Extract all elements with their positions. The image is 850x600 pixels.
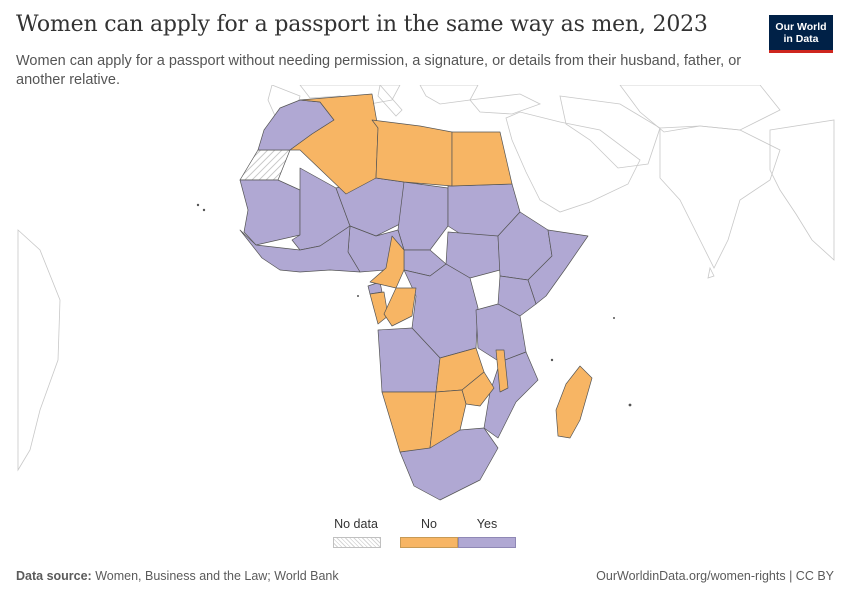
mauritius-island bbox=[628, 403, 632, 407]
balkans-outline bbox=[419, 85, 479, 105]
sao-tome-island bbox=[357, 295, 359, 297]
mozambique bbox=[483, 351, 539, 439]
data-source-text[interactable]: Women, Business and the Law; World Bank bbox=[95, 569, 339, 583]
logo-line-1: Our World bbox=[775, 20, 827, 33]
central-asia-outline bbox=[619, 85, 781, 133]
chart-title: Women can apply for a passport in the sa… bbox=[16, 12, 708, 37]
data-source: Data source: Women, Business and the Law… bbox=[16, 569, 339, 583]
south-america-outline bbox=[17, 229, 61, 472]
algeria bbox=[289, 93, 379, 195]
data-source-label: Data source: bbox=[16, 569, 92, 583]
sri-lanka-outline bbox=[707, 266, 715, 279]
south-asia-outline bbox=[659, 125, 781, 269]
africa-map[interactable] bbox=[0, 85, 850, 505]
republic-of-congo bbox=[383, 287, 417, 327]
chad bbox=[397, 181, 449, 251]
libya bbox=[371, 119, 453, 187]
west-africa-coast bbox=[239, 225, 361, 273]
south-africa bbox=[399, 427, 499, 501]
madagascar bbox=[555, 365, 593, 439]
egypt bbox=[451, 131, 513, 187]
iran-outline bbox=[559, 95, 661, 169]
legend: No data No Yes bbox=[330, 517, 520, 551]
owid-logo[interactable]: Our World in Data bbox=[769, 15, 833, 53]
credit-link[interactable]: OurWorldinData.org/women-rights | CC BY bbox=[596, 569, 834, 583]
mauritania bbox=[239, 179, 301, 246]
malawi bbox=[495, 349, 509, 393]
legend-label-no: No bbox=[421, 517, 437, 531]
cape-verde-island-2 bbox=[202, 208, 206, 212]
italy-outline bbox=[377, 85, 403, 117]
legend-swatch-no-data[interactable] bbox=[333, 537, 381, 548]
botswana bbox=[429, 389, 467, 449]
legend-label-no-data: No data bbox=[334, 517, 378, 531]
cape-verde-island bbox=[196, 203, 200, 207]
southeast-asia-outline bbox=[769, 119, 835, 261]
turkey-outline bbox=[469, 93, 542, 115]
namibia bbox=[381, 391, 437, 453]
islands bbox=[196, 203, 632, 407]
logo-line-2: in Data bbox=[783, 32, 819, 45]
legend-label-yes: Yes bbox=[476, 517, 498, 531]
legend-swatch-yes[interactable] bbox=[458, 537, 516, 548]
somalia bbox=[527, 229, 589, 305]
legend-swatch-no[interactable] bbox=[400, 537, 458, 548]
chart-subtitle: Women can apply for a passport without n… bbox=[16, 53, 742, 88]
gabon bbox=[369, 291, 389, 325]
middle-east-outline bbox=[505, 111, 641, 213]
comoros-island bbox=[550, 358, 554, 362]
western-sahara bbox=[239, 149, 291, 181]
kenya bbox=[497, 275, 537, 317]
south-sudan bbox=[445, 231, 501, 279]
seychelles-island bbox=[613, 317, 615, 319]
